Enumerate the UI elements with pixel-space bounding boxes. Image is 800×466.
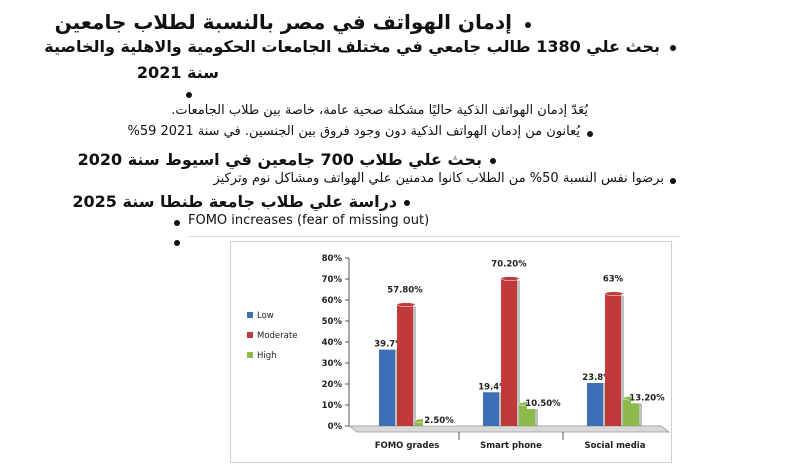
section2-item: برضوا نفس النسبة 50% من الطلاب كانوا مدم… xyxy=(213,171,664,186)
bar xyxy=(587,376,603,426)
data-label-bg xyxy=(389,284,421,296)
y-tick-label: 60% xyxy=(322,296,343,306)
title-bullet xyxy=(525,22,531,28)
section1-heading: بحث علي 1380 طالب جامعي في مختلف الجامعا… xyxy=(44,37,660,56)
bar-side xyxy=(413,306,416,426)
data-label: 2.50% xyxy=(424,416,454,426)
legend-label: Low xyxy=(257,311,274,321)
bar-cap xyxy=(604,291,624,296)
bar-side xyxy=(639,400,642,426)
bar xyxy=(483,385,499,426)
data-label-bg xyxy=(373,338,405,350)
y-tick-label: 0% xyxy=(328,422,343,432)
data-label: 10.50% xyxy=(525,399,561,409)
data-label-bg xyxy=(477,381,509,393)
data-label: 39.7% xyxy=(374,340,404,350)
data-label-bg xyxy=(631,392,663,404)
legend-label: High xyxy=(257,351,277,361)
chart-floor xyxy=(347,425,671,433)
data-label-bg xyxy=(493,258,525,270)
data-label: 70.20% xyxy=(491,260,527,270)
bar-side xyxy=(499,387,502,426)
bar-cap xyxy=(396,302,416,307)
y-tick-label: 10% xyxy=(322,401,343,411)
y-tick-label: 30% xyxy=(322,359,343,369)
y-tick-label: 20% xyxy=(322,380,343,390)
bar-side xyxy=(603,378,606,426)
page-title: إدمان الهواتف في مصر بالنسبة لطلاب جامعي… xyxy=(54,10,512,34)
data-label-bg xyxy=(423,414,455,426)
y-tick-label: 50% xyxy=(322,317,343,327)
legend-label: Moderate xyxy=(257,331,297,341)
legend-swatch xyxy=(247,332,253,338)
bar-chart: 0% 10% 20% 30% 40% 50% 60% 70% 80% Low Moderate Hig… xyxy=(247,254,671,451)
bar-side xyxy=(535,405,538,426)
bar xyxy=(397,304,413,426)
data-label: 57.80% xyxy=(387,286,423,296)
section1-item: يُعانون من إدمان الهواتف الذكية دون وجود… xyxy=(127,124,580,139)
section1-heading-year: سنة 2021 xyxy=(136,63,219,82)
data-label-bg xyxy=(597,273,629,285)
y-tick-label: 80% xyxy=(322,254,343,264)
section1-bullet xyxy=(670,45,676,51)
data-label-bg xyxy=(581,372,613,384)
section1-item-bullet xyxy=(587,131,593,137)
empty-bullet-2 xyxy=(174,240,180,246)
data-label: 19.4% xyxy=(478,382,508,392)
bar-cap xyxy=(500,276,520,281)
section3-item: FOMO increases (fear of missing out) xyxy=(188,213,430,228)
empty-bullet-1 xyxy=(186,92,192,98)
section2-item-bullet xyxy=(670,178,676,184)
section1-note: يُعَدّ إدمان الهواتف الذكية حاليًا مشكلة… xyxy=(171,103,588,118)
bar-side xyxy=(621,295,624,426)
section3-heading: دراسة علي طلاب جامعة طنطا سنة 2025 xyxy=(72,192,397,211)
section3-item-bullet xyxy=(174,220,180,226)
bar xyxy=(605,293,621,426)
x-tick-label: Smart phone xyxy=(480,441,542,451)
section3-bullet xyxy=(404,200,410,206)
x-tick-label: FOMO grades xyxy=(375,441,440,451)
bar xyxy=(623,398,639,426)
y-tick-label: 70% xyxy=(322,275,343,285)
y-tick-label: 40% xyxy=(322,338,343,348)
data-label: 23.8% xyxy=(582,373,612,383)
bar-side xyxy=(517,280,520,426)
section2-heading: بحث علي طلاب 700 جامعين في اسيوط سنة 202… xyxy=(77,150,482,169)
bar xyxy=(501,278,517,426)
data-label: 13.20% xyxy=(629,393,665,403)
bar xyxy=(379,342,395,426)
chart-panel: 0% 10% 20% 30% 40% 50% 60% 70% 80% Low Moderate Hig… xyxy=(188,236,680,463)
bar-side xyxy=(395,344,398,426)
x-tick-label: Social media xyxy=(585,441,646,451)
section2-bullet xyxy=(490,158,496,164)
data-label-bg xyxy=(527,397,559,409)
chart-frame: 0% 10% 20% 30% 40% 50% 60% 70% 80% Low Moderate Hig… xyxy=(230,241,672,463)
legend-swatch xyxy=(247,352,253,358)
bar xyxy=(519,403,535,426)
data-label: 63% xyxy=(603,275,624,285)
legend-swatch xyxy=(247,312,253,318)
